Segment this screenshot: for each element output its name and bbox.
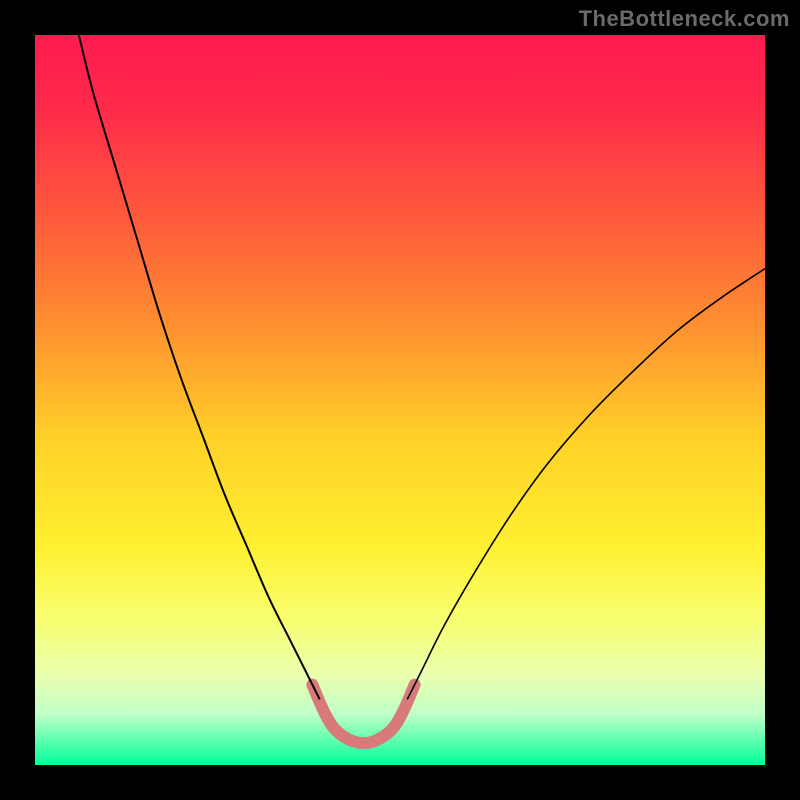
- watermark-text: TheBottleneck.com: [579, 6, 790, 32]
- plot-area: [35, 35, 765, 765]
- curve-overlay: [35, 35, 765, 765]
- highlight-band: [312, 685, 414, 743]
- curve-left: [79, 35, 320, 699]
- curve-right: [407, 269, 765, 700]
